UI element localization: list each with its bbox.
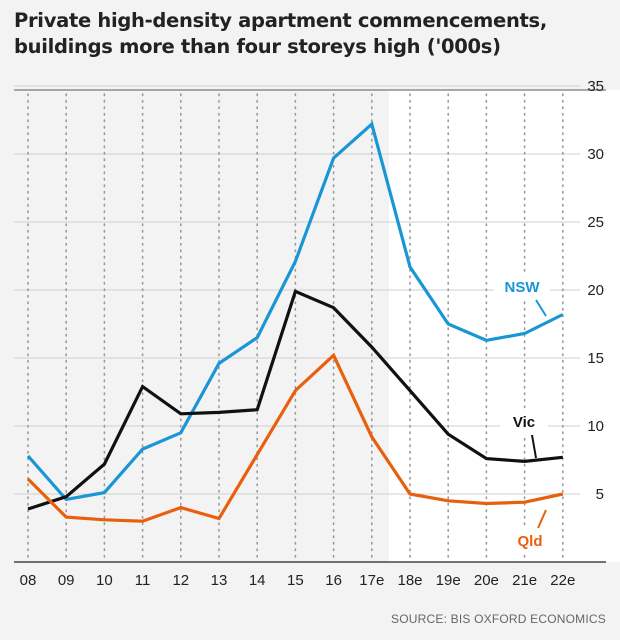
x-tick-label: 08 bbox=[20, 572, 37, 589]
x-tick-label: 18e bbox=[397, 572, 422, 589]
y-tick-label: 20 bbox=[587, 282, 604, 299]
x-tick-label: 13 bbox=[211, 572, 228, 589]
series-label-nsw: NSW bbox=[505, 279, 541, 296]
series-label-qld: Qld bbox=[518, 533, 543, 550]
source-note: SOURCE: BIS OXFORD ECONOMICS bbox=[391, 612, 606, 626]
series-label-pointer-nsw bbox=[535, 299, 547, 317]
x-tick-label: 14 bbox=[249, 572, 266, 589]
x-tick-label: 11 bbox=[135, 572, 151, 589]
x-tick-label: 16 bbox=[325, 572, 342, 589]
x-tick-label: 09 bbox=[58, 572, 75, 589]
y-tick-label: 25 bbox=[587, 214, 604, 231]
series-label-pointer-qld bbox=[537, 509, 547, 529]
series-line-nsw bbox=[26, 121, 564, 502]
y-tick-label: 35 bbox=[587, 78, 604, 95]
series-label-pointer-vic bbox=[531, 434, 537, 459]
series-line-qld bbox=[26, 352, 564, 523]
x-tick-label: 17e bbox=[359, 572, 384, 589]
y-tick-label: 5 bbox=[596, 486, 604, 503]
x-tick-label: 12 bbox=[172, 572, 189, 589]
series-label-box-vic bbox=[500, 409, 548, 435]
series-label-box-qld bbox=[508, 528, 552, 554]
x-tick-label: 19e bbox=[436, 572, 461, 589]
x-tick-label: 20e bbox=[474, 572, 499, 589]
chart-title-line-1: Private high-density apartment commencem… bbox=[14, 9, 547, 32]
x-tick-label: 22e bbox=[550, 572, 575, 589]
x-tick-label: 10 bbox=[96, 572, 113, 589]
series-label-vic: Vic bbox=[513, 414, 535, 431]
chart-title-line-2: buildings more than four storeys high ('… bbox=[14, 35, 501, 58]
x-tick-label: 21e bbox=[512, 572, 537, 589]
series-line-vic bbox=[27, 289, 563, 511]
chart-title: Private high-density apartment commencem… bbox=[14, 8, 614, 60]
series-label-box-nsw bbox=[494, 274, 550, 300]
forecast-shade bbox=[388, 90, 620, 562]
y-tick-label: 15 bbox=[587, 350, 604, 367]
x-tick-label: 15 bbox=[287, 572, 304, 589]
y-tick-label: 30 bbox=[587, 146, 604, 163]
y-tick-label: 10 bbox=[587, 418, 604, 435]
